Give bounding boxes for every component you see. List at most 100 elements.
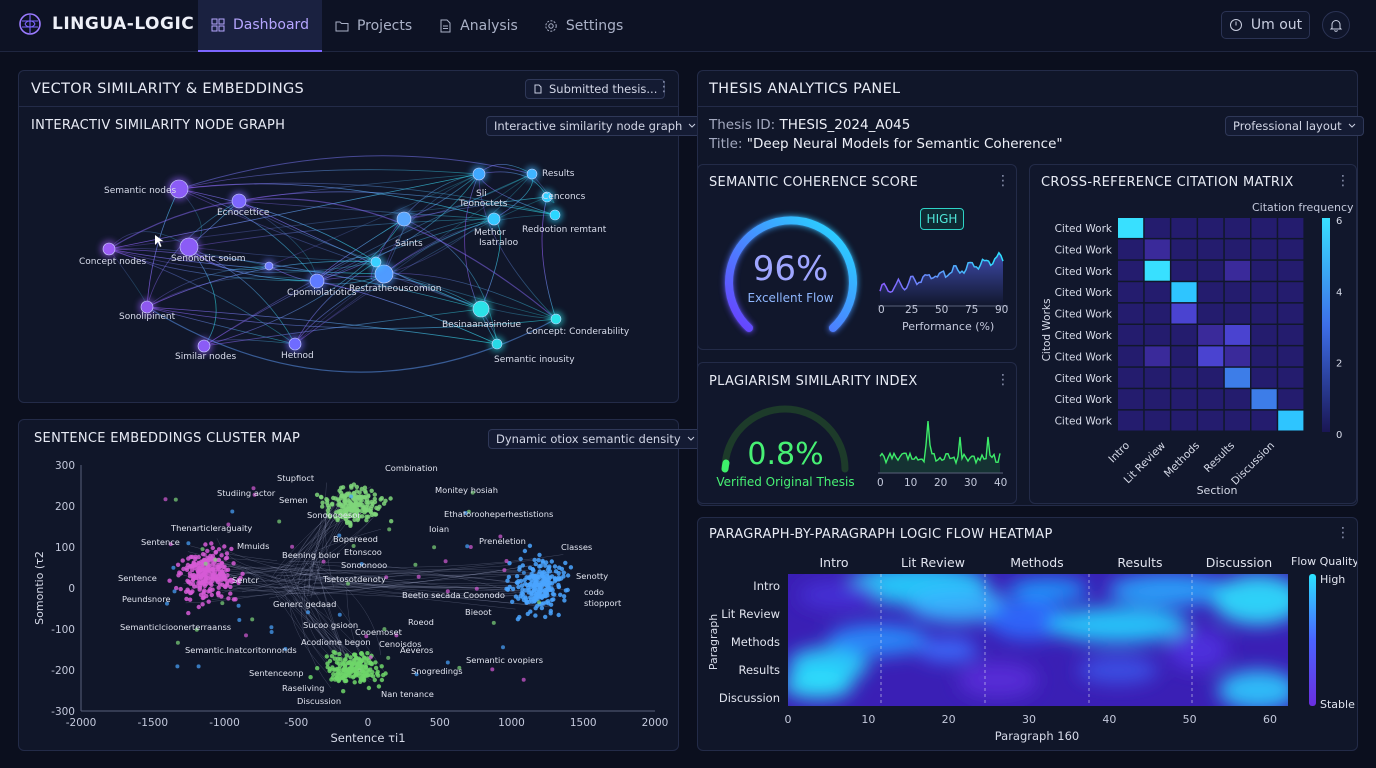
cluster-point: [373, 512, 379, 517]
row-label: Discussion: [719, 691, 780, 705]
layout-select[interactable]: Professional layout: [1225, 116, 1364, 136]
cluster-label: Senotty: [576, 571, 608, 581]
y-tick: -300: [51, 706, 75, 718]
panel-menu-icon[interactable]: ⋮: [657, 79, 671, 95]
notifications-button[interactable]: [1322, 11, 1350, 39]
cluster-point: [376, 506, 381, 511]
cluster-point: [349, 494, 354, 499]
x-tick: 50: [935, 304, 949, 316]
cluster-point: [228, 584, 233, 590]
cluster-label: Combination: [385, 463, 438, 473]
node-label: Results: [542, 169, 575, 179]
cluster-point: [369, 488, 374, 493]
cluster-label: Classes: [561, 542, 592, 552]
row-label: Methods: [731, 635, 780, 649]
col-label: Results: [1117, 555, 1162, 570]
matrix-cell: [1251, 218, 1277, 238]
card-menu-icon[interactable]: ⋮: [996, 173, 1010, 189]
tab-analysis[interactable]: Analysis: [425, 0, 531, 52]
density-select[interactable]: Dynamic otiox semantic density: [488, 429, 703, 449]
tab-settings[interactable]: Settings: [531, 0, 636, 52]
graph-edge: [268, 173, 480, 267]
row-label: Cited Work: [1055, 244, 1113, 256]
cluster-point: [339, 514, 345, 520]
cluster-link: [276, 569, 523, 577]
cluster-point: [320, 504, 325, 509]
cluster-point: [543, 563, 548, 568]
cluster-point: [521, 570, 526, 575]
matrix-cell: [1144, 325, 1170, 345]
card-menu-icon[interactable]: ⋮: [1336, 173, 1350, 189]
cluster-point: [561, 594, 567, 599]
graph-edge: [178, 188, 377, 263]
bell-icon: [1329, 20, 1343, 32]
graph-edge: [146, 276, 318, 308]
matrix-cell: [1118, 389, 1144, 410]
cluster-point: [362, 510, 367, 515]
tab-projects[interactable]: Projects: [322, 0, 425, 52]
card-menu-icon[interactable]: ⋮: [996, 372, 1010, 388]
cluster-point: [528, 609, 533, 614]
cluster-point: [219, 578, 224, 583]
cluster-label: codo: [584, 587, 604, 597]
cluster-label: Semen: [279, 495, 308, 505]
x-tick: 30: [964, 477, 978, 489]
x-tick: 2000: [642, 717, 669, 729]
select-value: Professional layout: [1233, 119, 1342, 133]
cluster-point: [222, 544, 227, 549]
cluster-point: [208, 558, 213, 563]
cluster-point: [354, 484, 360, 490]
graph-node: [541, 191, 553, 203]
cluster-point: [537, 589, 542, 594]
card-title: SEMANTIC COHERENCE SCORE: [709, 175, 918, 190]
graph-type-select[interactable]: Interactive similarity node graph: [486, 116, 705, 136]
similarity-node-graph[interactable]: Semantic nodes Ecnocettice Concept nodes Se…: [19, 141, 678, 401]
y-tick: 300: [55, 460, 75, 472]
row-label: Results: [738, 663, 780, 677]
cluster-point: [344, 653, 350, 658]
cluster-point: [533, 613, 538, 618]
graph-edge: [383, 173, 533, 275]
graph-edge: [108, 173, 480, 250]
cluster-point: [358, 651, 364, 656]
matrix-cell: [1171, 218, 1197, 238]
nav-tabs: Dashboard Projects Analysis Settings: [198, 0, 636, 52]
submitted-thesis-button[interactable]: Submitted thesis...: [525, 79, 666, 99]
cluster-scatter-plot[interactable]: -2000 -1500 -1000 -500 0 500 1000 1500 200030020…: [19, 455, 678, 750]
cluster-point: [343, 506, 348, 511]
cluster-point: [224, 551, 230, 556]
plagiarism-caption: Verified Original Thesis: [716, 475, 855, 489]
cluster-point: [337, 533, 342, 538]
cluster-point: [563, 560, 568, 566]
card-title: CROSS-REFERENCE CITATION MATRIX: [1041, 175, 1294, 190]
matrix-cell: [1251, 239, 1277, 260]
cluster-point: [355, 517, 360, 523]
cluster-label: Semantic.Inatcoritonnonds: [185, 645, 297, 655]
app-logo[interactable]: LINGUA-LOGIC: [18, 12, 194, 36]
cluster-link: [306, 563, 542, 596]
panel-menu-icon[interactable]: ⋮: [1336, 525, 1350, 541]
heat-blob: [798, 581, 878, 609]
logic-flow-heatmap[interactable]: Intro Lit Review Methods Results Discussion I…: [698, 550, 1357, 750]
cluster-point: [192, 565, 198, 571]
cluster-point: [533, 561, 538, 567]
cluster-point: [314, 492, 320, 497]
scale-tick: 2: [1336, 359, 1342, 370]
matrix-cell: [1224, 239, 1250, 260]
cluster-point: [191, 572, 196, 578]
citation-heatmap[interactable]: Cited Work Cited Work Cited Work Cited Work…: [1030, 213, 1358, 503]
legend-title: Flow Quality: [1291, 555, 1357, 568]
cluster-point: [379, 677, 385, 683]
cluster-label: Beening boior: [282, 550, 340, 560]
matrix-cell: [1198, 389, 1224, 410]
cluster-point: [443, 559, 448, 564]
tab-dashboard[interactable]: Dashboard: [198, 0, 322, 52]
cluster-point: [350, 662, 355, 667]
grid-icon: [211, 18, 225, 32]
cluster-point: [351, 544, 356, 548]
logout-button[interactable]: Um out: [1221, 11, 1310, 39]
cluster-point: [445, 589, 450, 594]
panel-title: VECTOR SIMILARITY & EMBEDDINGS: [31, 81, 305, 97]
matrix-cell: [1171, 239, 1197, 260]
cluster-link: [280, 528, 382, 569]
